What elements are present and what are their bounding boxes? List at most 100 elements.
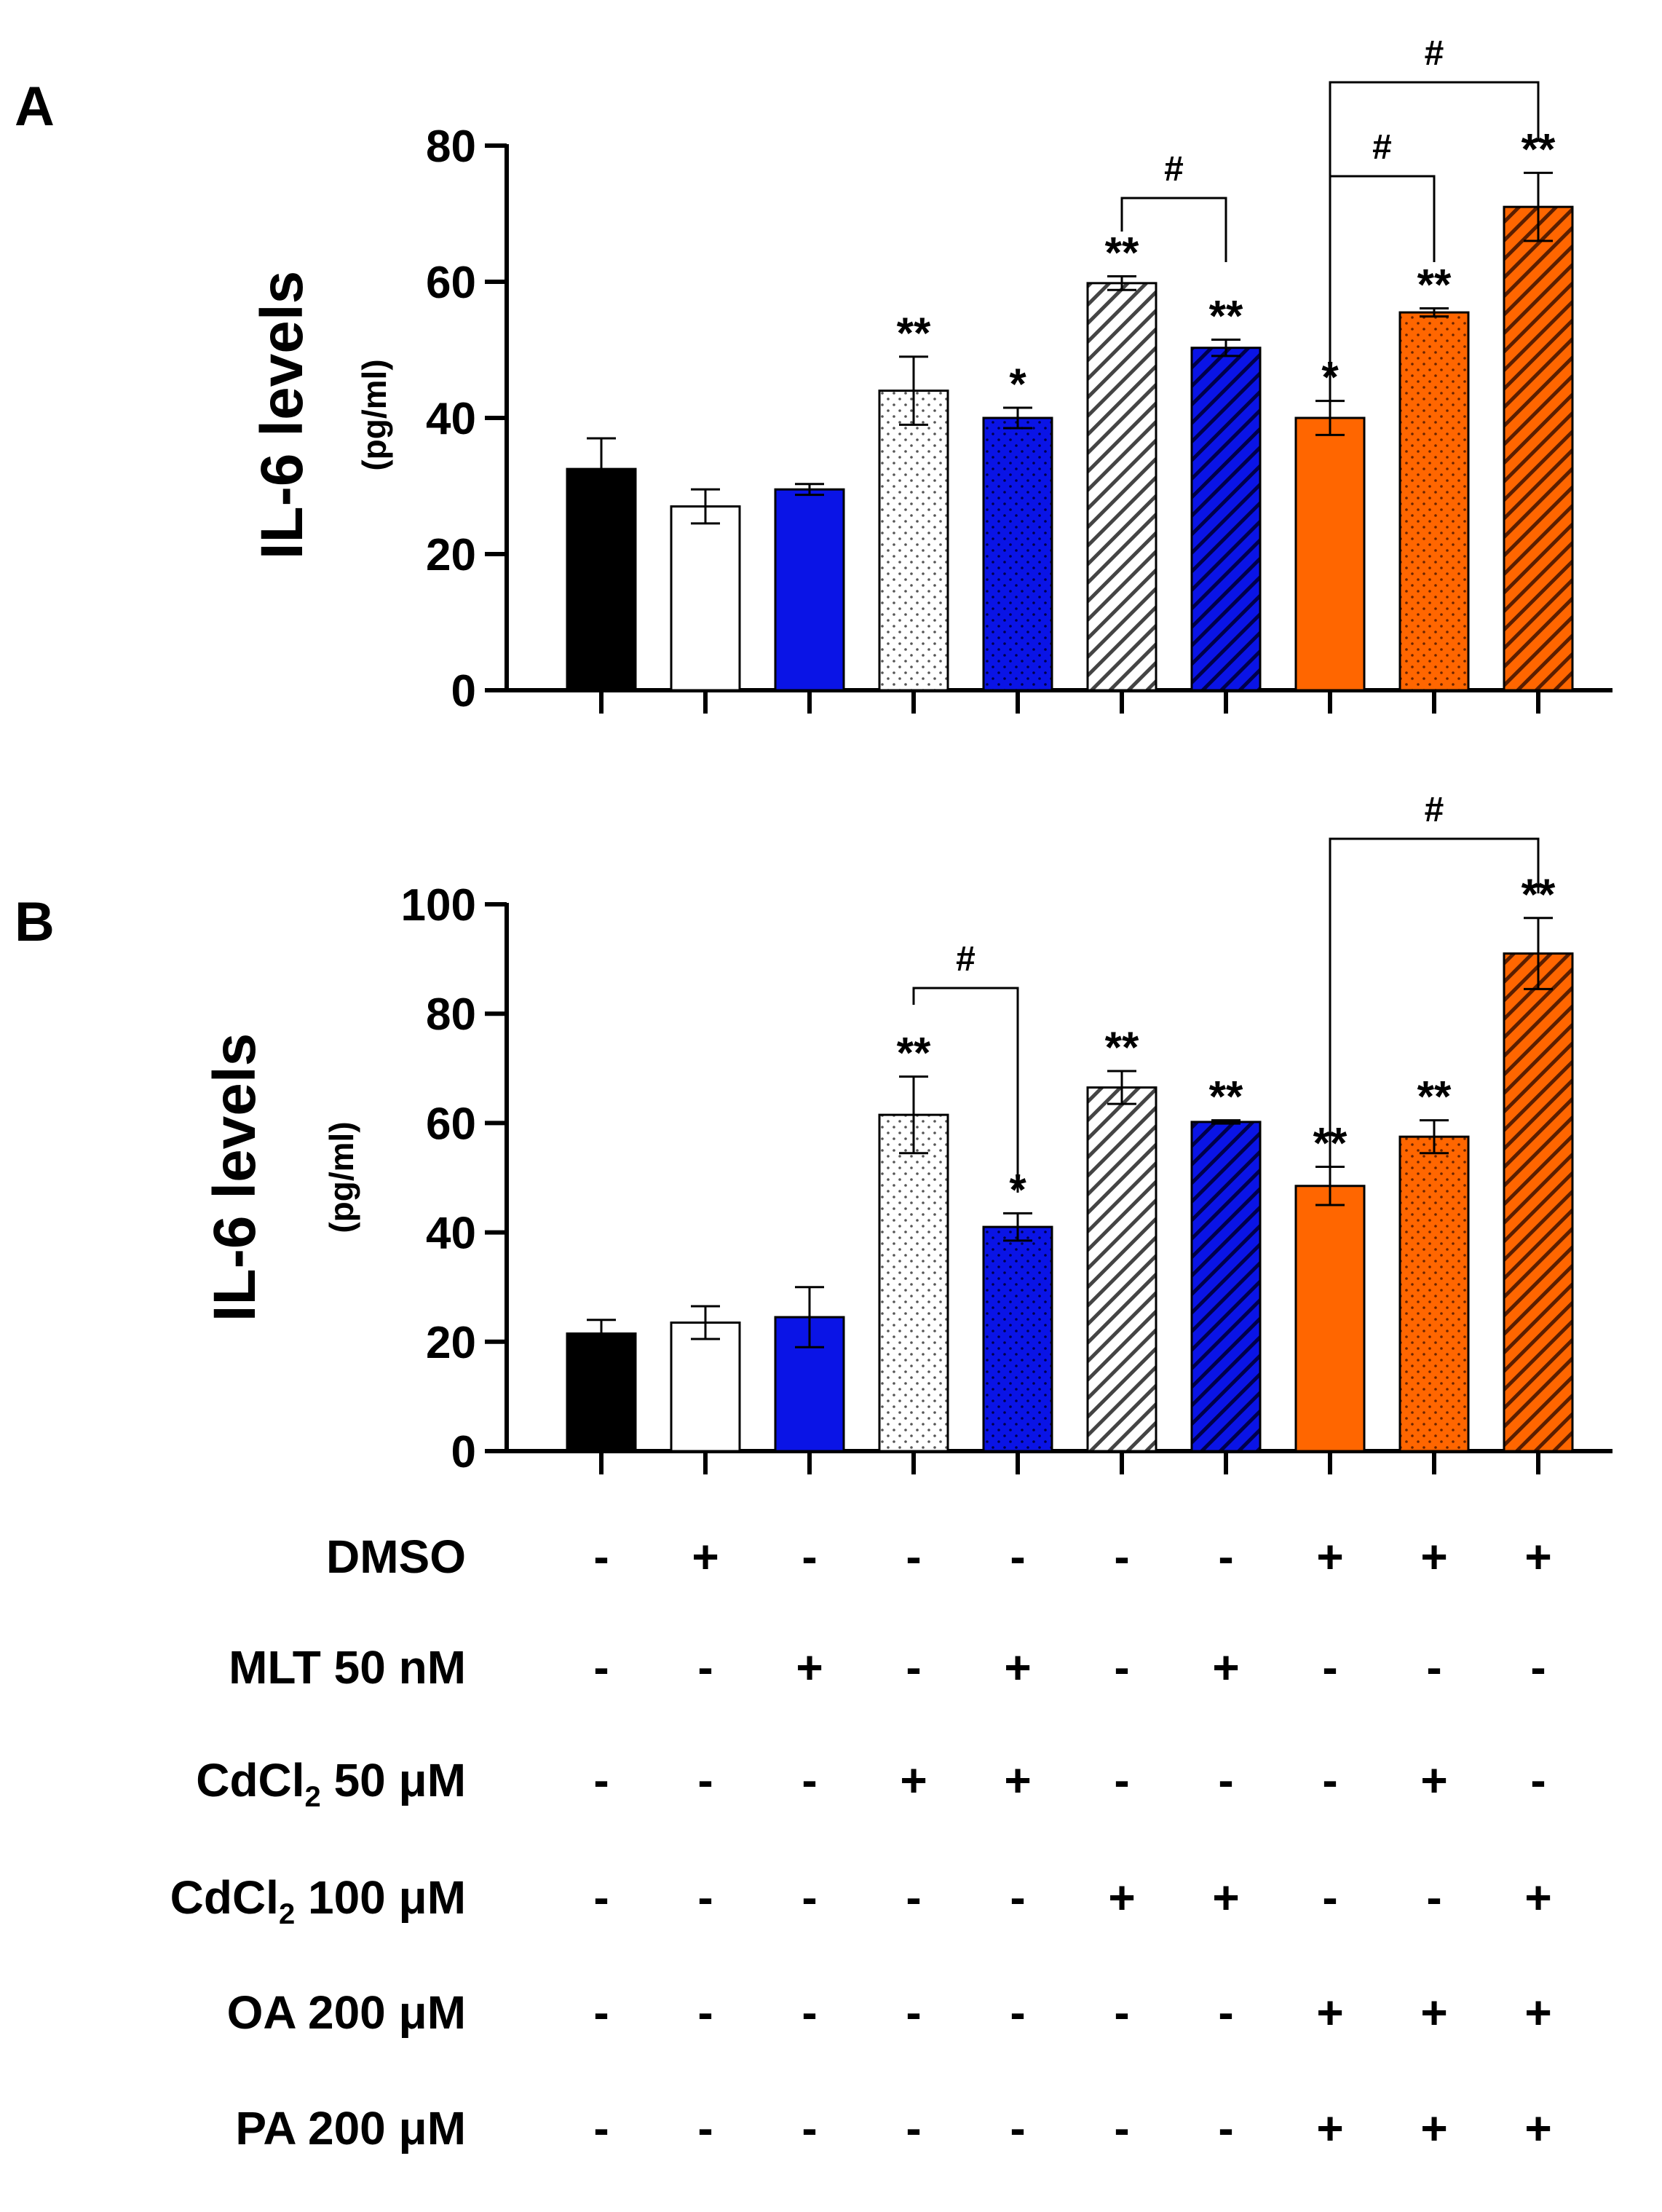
treatment-row-label: DMSO: [326, 1530, 466, 1583]
treatment-cell: -: [1010, 2102, 1025, 2154]
bar: [566, 467, 637, 692]
treatment-cell: -: [906, 2102, 921, 2154]
treatment-cell: +: [1004, 1754, 1031, 1806]
treatment-cell: -: [1426, 1641, 1441, 1694]
treatment-cell: -: [1530, 1641, 1546, 1694]
treatment-cell: +: [1524, 2102, 1551, 2154]
panel-b: B IL-6 levels (pg/ml) 0 20 40 60 80 100 ** ** **…: [15, 791, 1612, 1477]
bar: [1190, 1121, 1262, 1453]
bar: [1398, 1135, 1470, 1453]
bar: [1086, 282, 1158, 692]
significance-label: **: [897, 1029, 931, 1078]
significance-label: **: [1209, 1073, 1243, 1121]
y-tick-label: 60: [426, 258, 476, 308]
treatment-dose: 50 μM: [321, 1754, 466, 1806]
treatment-name: MLT 50 nM: [229, 1641, 466, 1694]
treatment-cell: -: [697, 1871, 713, 1924]
bar: [1294, 416, 1366, 692]
treatment-cell: +: [900, 1754, 927, 1806]
treatment-cell: -: [1218, 1530, 1233, 1583]
treatment-cell: -: [1322, 1871, 1337, 1924]
treatment-name: OA 200 μM: [227, 1986, 466, 2039]
treatment-cell: -: [906, 1530, 921, 1583]
panel-a: A IL-6 levels (pg/ml) 020406080*********…: [15, 34, 1612, 716]
treatment-name: CdCl: [170, 1871, 279, 1924]
comparison-label: #: [1164, 150, 1184, 189]
bar: [566, 1332, 637, 1453]
treatment-row-label: CdCl2 50 μM: [196, 1754, 466, 1813]
treatment-cell: +: [1316, 1530, 1343, 1583]
bar: [1398, 311, 1470, 692]
panel-b-label: B: [15, 891, 55, 953]
y-tick-label: 80: [426, 122, 476, 172]
comparison-label: #: [1372, 128, 1392, 167]
bar: [670, 505, 741, 692]
treatment-cell: -: [1530, 1754, 1546, 1806]
comparison-bracket: [1329, 81, 1540, 408]
treatment-cell: +: [1420, 1754, 1447, 1806]
significance-label: **: [1209, 291, 1243, 340]
panel-b-y-axis-title: IL-6 levels: [202, 1033, 268, 1322]
y-tick-label: 20: [426, 1318, 476, 1368]
bar: [670, 1322, 741, 1453]
comparison-label: #: [1425, 34, 1444, 73]
panel-b-y-axis-unit: (pg/ml): [322, 1121, 360, 1233]
significance-label: **: [1417, 260, 1452, 309]
treatment-cell: -: [906, 1986, 921, 2039]
significance-label: **: [897, 309, 931, 358]
panel-a-y-axis-title: IL-6 levels: [249, 271, 315, 560]
treatment-cell: -: [1114, 1530, 1129, 1583]
treatment-cell: -: [1322, 1754, 1337, 1806]
treatment-cell: -: [1218, 2102, 1233, 2154]
treatment-cell: +: [1524, 1986, 1551, 2039]
treatment-dose: 100 μM: [295, 1871, 466, 1924]
treatment-cell: +: [1524, 1530, 1551, 1583]
treatment-cell: -: [906, 1641, 921, 1694]
comparison-label: #: [1425, 791, 1444, 829]
treatment-cell: -: [1218, 1754, 1233, 1806]
treatment-cell: -: [802, 1986, 817, 2039]
treatment-table: DMSO - + - - - - - + + +MLT 50 nM - - + - + - + - - -CdCl2 5…: [170, 1530, 1552, 2154]
treatment-cell: +: [796, 1641, 823, 1694]
y-tick-label: 0: [451, 1427, 476, 1477]
treatment-cell: +: [692, 1530, 719, 1583]
treatment-cell: -: [1218, 1986, 1233, 2039]
treatment-cell: -: [1010, 1871, 1025, 1924]
bar: [878, 1113, 949, 1453]
treatment-cell: -: [697, 1754, 713, 1806]
comparison-label: #: [956, 940, 976, 979]
treatment-cell: -: [802, 2102, 817, 2154]
treatment-cell: -: [1322, 1641, 1337, 1694]
treatment-row-label: CdCl2 100 μM: [170, 1871, 466, 1930]
y-tick-label: 80: [426, 990, 476, 1040]
treatment-cell: -: [1114, 1754, 1129, 1806]
bar: [1190, 347, 1262, 692]
treatment-cell: +: [1420, 1986, 1447, 2039]
treatment-subscript: 2: [305, 1781, 321, 1813]
treatment-cell: -: [906, 1871, 921, 1924]
panel-a-y-axis-unit: (pg/ml): [355, 359, 393, 470]
y-tick-label: 0: [451, 666, 476, 716]
significance-label: **: [1105, 229, 1139, 277]
treatment-cell: +: [1316, 1986, 1343, 2039]
treatment-cell: +: [1420, 2102, 1447, 2154]
bar: [1503, 205, 1574, 692]
treatment-cell: -: [802, 1871, 817, 1924]
comparison-bracket: [1120, 197, 1227, 262]
treatment-cell: -: [1114, 1641, 1129, 1694]
treatment-cell: -: [593, 1871, 609, 1924]
comparison-bracket: [1329, 837, 1540, 1190]
treatment-cell: -: [593, 1641, 609, 1694]
treatment-row-label: PA 200 μM: [235, 2102, 466, 2154]
treatment-cell: -: [697, 1986, 713, 2039]
y-tick-label: 100: [401, 880, 476, 931]
treatment-cell: -: [697, 2102, 713, 2154]
treatment-cell: -: [593, 1530, 609, 1583]
treatment-cell: -: [593, 1754, 609, 1806]
comparison-bracket: [912, 987, 1019, 1193]
treatment-row-label: OA 200 μM: [227, 1986, 466, 2039]
treatment-cell: +: [1316, 2102, 1343, 2154]
significance-label: **: [1417, 1073, 1452, 1121]
treatment-cell: -: [697, 1641, 713, 1694]
